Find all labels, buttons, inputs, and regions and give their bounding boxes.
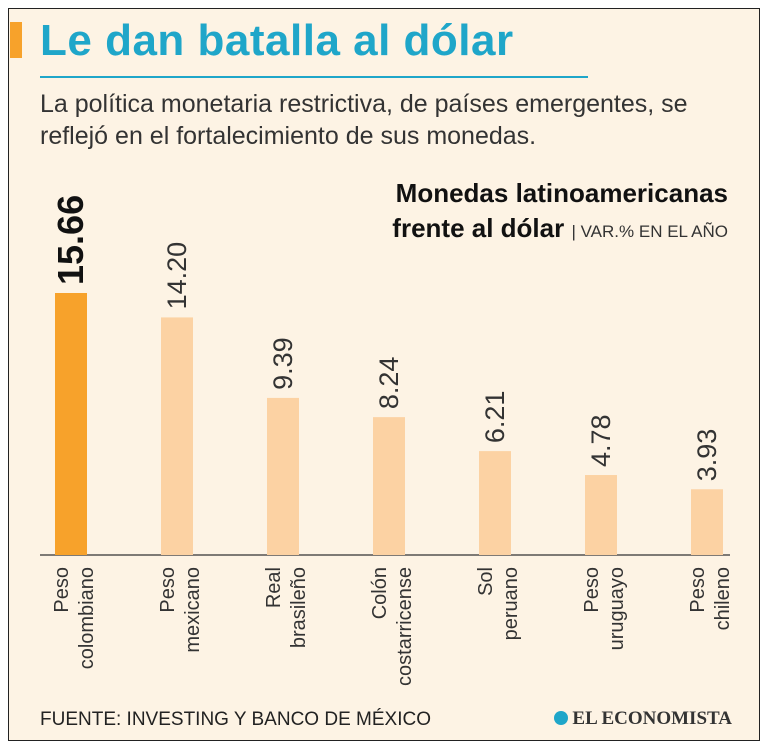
category-label-0-line-1: colombiano [76, 567, 98, 669]
category-label-1-line-0: Peso [157, 567, 179, 613]
value-label-1: 14.20 [162, 242, 192, 310]
category-label-5-line-0: Peso [581, 567, 603, 613]
category-label-0-line-0: Peso [51, 567, 73, 613]
bar-6 [691, 489, 723, 555]
value-label-2: 9.39 [268, 337, 298, 390]
chart-title: Monedas latinoamericanas frente al dólar… [288, 176, 728, 249]
bar-5 [585, 475, 617, 555]
category-label-3-line-1: costarricense [394, 567, 416, 686]
chart-title-line-2-text: frente al dólar [392, 213, 565, 243]
publisher-logo: EL ECONOMISTA [554, 708, 732, 730]
source-note: FUENTE: INVESTING Y BANCO DE MÉXICO [40, 709, 431, 730]
category-label-2-line-0: Real [263, 567, 285, 608]
page-subtitle: La política monetaria restrictiva, de pa… [40, 90, 688, 150]
category-label-1-line-1: mexicano [182, 567, 204, 653]
page-title: Le dan batalla al dólar [40, 16, 514, 65]
category-label-6-line-0: Peso [687, 567, 709, 613]
category-label-6-line-1: chileno [712, 567, 734, 630]
chart-unit: | VAR.% EN EL AÑO [571, 222, 728, 241]
category-label-3-line-0: Colón [369, 567, 391, 619]
title-accent-bar [10, 22, 22, 58]
value-label-3: 8.24 [374, 357, 404, 410]
bar-4 [479, 451, 511, 555]
value-label-0: 15.66 [50, 195, 91, 285]
bar-3 [373, 417, 405, 555]
infographic-frame [8, 8, 760, 741]
bar-2 [267, 397, 299, 555]
value-label-6: 3.93 [692, 429, 722, 482]
logo-icon [554, 711, 569, 725]
category-label-2-line-1: brasileño [288, 567, 310, 648]
value-label-4: 6.21 [480, 391, 510, 444]
bar-0 [55, 293, 87, 555]
bar-1 [161, 317, 193, 555]
chart-title-line-1: Monedas latinoamericanas [395, 178, 728, 208]
title-underline [40, 76, 588, 78]
category-label-5-line-1: uruguayo [606, 567, 628, 650]
publisher-logo-text: EL ECONOMISTA [572, 708, 732, 729]
chart-title-line-2: frente al dólar | VAR.% EN EL AÑO [288, 211, 728, 249]
category-label-4-line-1: peruano [500, 567, 522, 640]
category-label-4-line-0: Sol [475, 567, 497, 596]
chart-unit-text: VAR.% EN EL AÑO [580, 222, 728, 241]
value-label-5: 4.78 [586, 414, 616, 467]
